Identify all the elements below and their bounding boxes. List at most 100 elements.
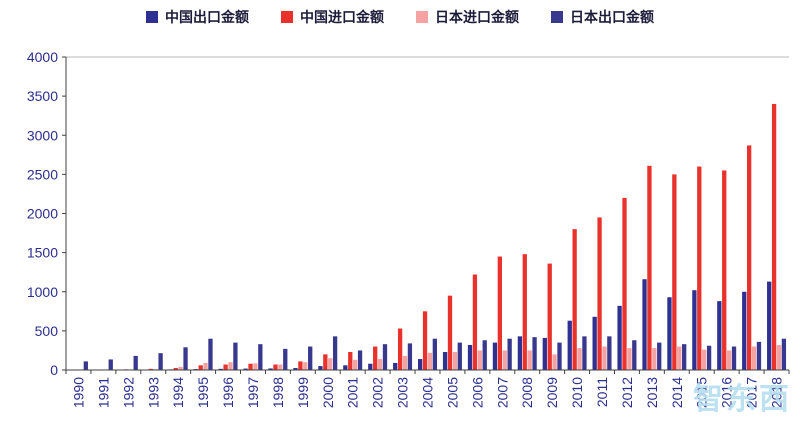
bar xyxy=(602,346,607,370)
bar xyxy=(717,301,722,370)
bar xyxy=(148,368,153,370)
bar xyxy=(248,363,253,370)
x-tick-label: 2004 xyxy=(420,377,436,408)
bar xyxy=(273,364,278,370)
bar xyxy=(233,342,238,370)
bar xyxy=(767,281,772,370)
bar xyxy=(278,364,283,370)
legend-item-japan-import: 日本进口金额 xyxy=(416,7,519,27)
y-tick-label: 1000 xyxy=(27,284,58,300)
legend-item-japan-export: 日本出口金额 xyxy=(551,7,654,27)
bar xyxy=(497,256,502,370)
bar xyxy=(731,346,737,370)
bar xyxy=(597,217,602,370)
bar xyxy=(467,344,473,370)
bar xyxy=(557,342,562,370)
x-tick-label: 1992 xyxy=(120,377,136,408)
bar xyxy=(776,344,782,370)
bar xyxy=(198,365,203,370)
x-tick-label: 1999 xyxy=(295,377,311,408)
x-tick-label: 2008 xyxy=(519,377,535,408)
bar xyxy=(402,355,408,370)
legend-label-china-export: 中国出口金额 xyxy=(165,9,249,25)
y-tick-label: 3000 xyxy=(27,127,58,143)
y-tick-label: 500 xyxy=(35,323,59,339)
bar xyxy=(502,350,507,370)
bar xyxy=(397,328,403,370)
legend-item-china-import: 中国进口金额 xyxy=(281,7,384,27)
bar xyxy=(318,366,323,370)
bar xyxy=(328,358,333,370)
bar xyxy=(697,166,702,370)
bar xyxy=(422,311,428,370)
bar xyxy=(742,291,747,370)
bar xyxy=(677,346,682,370)
x-tick-label: 2002 xyxy=(370,377,386,408)
bar xyxy=(682,344,687,370)
bar xyxy=(507,338,512,370)
bar xyxy=(178,366,183,370)
bar xyxy=(173,368,178,370)
bar xyxy=(706,345,712,370)
bar xyxy=(208,338,213,370)
y-tick-label: 1500 xyxy=(27,245,58,261)
bar xyxy=(517,336,523,370)
bar xyxy=(223,364,228,370)
bar xyxy=(522,254,527,370)
x-tick-label: 2006 xyxy=(469,377,485,408)
legend-swatch-japan-import xyxy=(416,11,428,23)
bar xyxy=(642,279,647,370)
x-tick-label: 2007 xyxy=(494,377,510,408)
bar xyxy=(442,352,448,370)
bar xyxy=(283,348,288,370)
bar xyxy=(672,174,677,370)
bar xyxy=(747,145,752,370)
bar xyxy=(492,342,498,370)
bar xyxy=(293,368,298,370)
bar xyxy=(373,346,378,370)
bar xyxy=(632,340,637,370)
x-tick-label: 2003 xyxy=(395,377,411,408)
bar xyxy=(183,347,188,370)
bar xyxy=(243,368,248,370)
x-tick-label: 1997 xyxy=(245,377,261,408)
bar xyxy=(627,348,632,370)
bar xyxy=(303,362,308,370)
bar xyxy=(771,103,777,370)
bar xyxy=(756,341,762,370)
bar xyxy=(447,295,453,370)
bar xyxy=(427,352,433,370)
bar xyxy=(607,336,612,370)
y-tick-label: 2500 xyxy=(27,166,58,182)
bar xyxy=(622,197,627,370)
bar xyxy=(781,338,787,370)
bar xyxy=(432,338,437,370)
bar xyxy=(567,320,572,370)
bar xyxy=(253,363,258,370)
x-tick-label: 2014 xyxy=(669,377,685,408)
bar xyxy=(702,349,707,370)
bar xyxy=(357,350,363,370)
bar xyxy=(592,316,597,370)
y-tick-label: 4000 xyxy=(27,49,58,65)
x-tick-label: 2017 xyxy=(744,377,760,408)
bar xyxy=(652,348,657,370)
bar xyxy=(323,354,328,370)
x-tick-label: 2005 xyxy=(444,377,460,408)
bar xyxy=(572,229,577,370)
x-tick-label: 1995 xyxy=(195,377,211,408)
x-tick-label: 2016 xyxy=(719,377,735,408)
bar xyxy=(382,344,388,370)
x-tick-label: 1994 xyxy=(170,377,186,408)
bar xyxy=(552,354,557,370)
bar xyxy=(692,290,697,370)
bar xyxy=(418,359,423,370)
bar xyxy=(108,359,113,370)
bar xyxy=(482,340,487,370)
legend-label-japan-export: 日本出口金额 xyxy=(570,9,654,25)
bar xyxy=(343,365,348,370)
bar xyxy=(203,362,208,370)
bar xyxy=(368,363,373,370)
